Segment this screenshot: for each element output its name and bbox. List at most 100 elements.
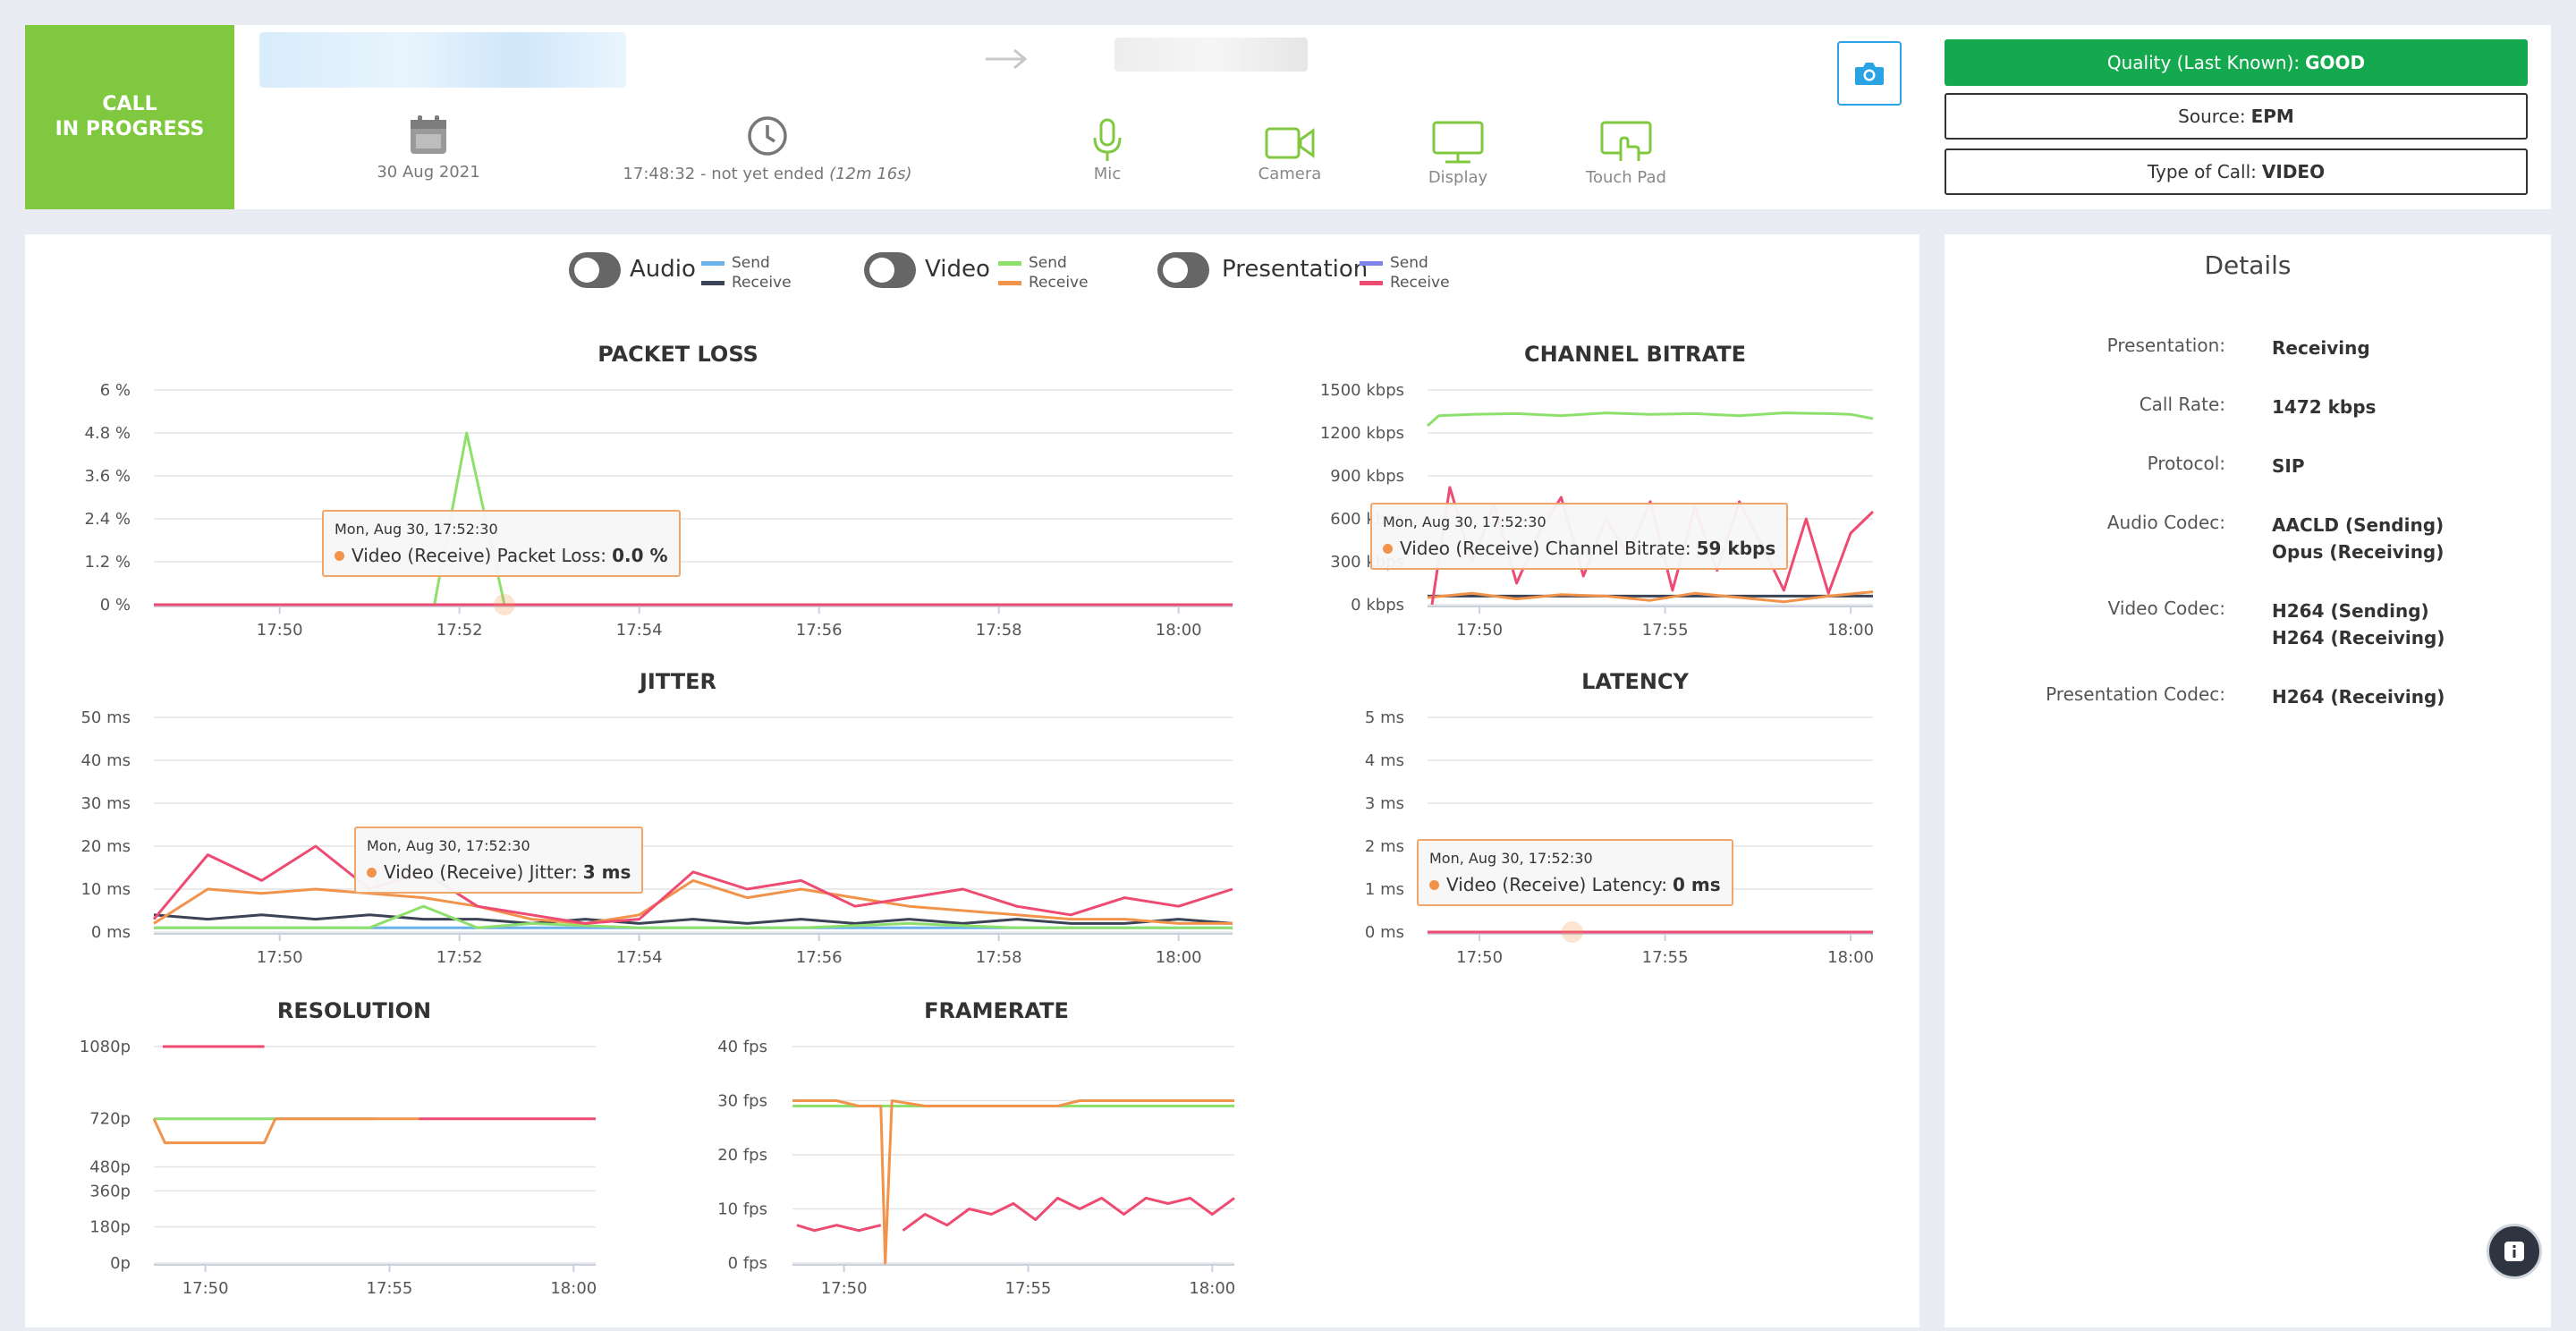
latency-x-tick-label: 17:55 [1642,948,1689,967]
bitrate-x-tick-label: 17:50 [1456,621,1503,640]
tooltip-bitrate: Mon, Aug 30, 17:52:30 Video (Receive) Ch… [1370,503,1789,570]
device-touchpad-label: Touch Pad [1586,168,1666,187]
framerate-y-tick-label: 40 fps [717,1038,767,1056]
jitter-y-tick-label: 20 ms [80,837,131,856]
packet_loss-y-tick-label: 3.6 % [85,467,131,486]
jitter-x-tick-label: 17:52 [436,948,483,967]
tooltip-value: 59 kbps [1696,538,1776,559]
touchpad-icon [1600,121,1652,161]
status-line-2: IN PROGRESS [55,118,205,140]
details-label: Call Rate: [2139,394,2225,415]
jitter-y-tick-label: 10 ms [80,880,131,899]
info-button[interactable] [2487,1224,2542,1279]
legend-receive-label: Receive [1390,274,1450,292]
resolution-y-tick-label: 720p [89,1110,131,1129]
toggle-video[interactable] [864,252,916,288]
status-line-1: CALL [102,93,157,115]
packet_loss-x-tick-label: 17:58 [976,621,1022,640]
tooltip-jitter: Mon, Aug 30, 17:52:30 Video (Receive) Ji… [354,827,644,894]
legend-audio-label: Audio [630,256,696,283]
tooltip-packet-loss: Mon, Aug 30, 17:52:30 Video (Receive) Pa… [322,510,681,577]
details-title: Details [2204,250,2292,280]
chart-title-resolution: RESOLUTION [276,998,432,1023]
call-type-box: Type of Call: VIDEO [1945,148,2528,195]
packet_loss-y-tick-label: 4.8 % [85,424,131,443]
swatch [1360,280,1383,285]
jitter-y-tick-label: 40 ms [80,751,131,770]
framerate-x-tick-label: 17:55 [1005,1279,1052,1298]
latency-y-tick-label: 1 ms [1365,880,1404,899]
latency-y-tick-label: 2 ms [1365,837,1404,856]
legend-presentation-label: Presentation [1222,256,1368,283]
details-value: Opus (Receiving) [2272,541,2445,563]
toggle-audio[interactable] [569,252,621,288]
packet_loss-hover-marker [493,594,515,615]
bitrate-y-tick-label: 900 kbps [1330,467,1404,486]
call-time-label: 17:48:32 - not yet ended [623,165,825,183]
jitter-y-tick-label: 50 ms [80,708,131,727]
tooltip-time: Mon, Aug 30, 17:52:30 [335,521,498,538]
call-date-label: 30 Aug 2021 [377,163,480,182]
legend-send-label: Send [1390,254,1428,272]
quality-value: GOOD [2305,52,2366,73]
legend-send-label: Send [732,254,770,272]
jitter-x-tick-label: 17:54 [616,948,663,967]
framerate-series-line [796,1224,882,1233]
quality-label: Quality (Last Known): [2106,52,2301,73]
jitter-x-tick-label: 18:00 [1156,948,1202,967]
jitter-y-tick-label: 30 ms [80,794,131,813]
toggle-presentation[interactable] [1157,252,1209,288]
call-status-badge: CALL IN PROGRESS [25,25,234,209]
jitter-x-tick-label: 17:56 [796,948,843,967]
camera-snapshot-icon [1855,63,1884,85]
chart-title-bitrate: CHANNEL BITRATE [1523,342,1747,367]
snapshot-button[interactable] [1837,41,1902,106]
swatch [998,260,1021,266]
camera-icon [1265,127,1315,159]
details-value: SIP [2272,455,2305,477]
jitter-y-tick-label: 0 ms [91,923,131,942]
device-touchpad: Touch Pad [1546,120,1707,187]
latency-x-tick-label: 18:00 [1827,948,1874,967]
device-display-label: Display [1428,168,1488,187]
swatch [701,280,724,285]
bitrate-series-line [1427,590,1874,604]
info-icon [2504,1242,2524,1261]
details-label: Presentation: [2106,335,2225,356]
series-dot [1383,543,1393,554]
legend-audio-receive: Receive [701,274,792,292]
packet_loss-y-tick-label: 0 % [100,596,131,615]
framerate-y-tick-label: 0 fps [728,1254,767,1273]
swatch [998,280,1021,285]
call-date: 30 Aug 2021 [335,114,522,182]
legend-presentation-receive: Receive [1360,274,1450,292]
call-time: 17:48:32 - not yet ended (12m 16s) [597,114,937,183]
tooltip-label: Video (Receive) Packet Loss: [352,545,607,566]
jitter-x-tick-label: 17:50 [257,948,303,967]
charts-panel: Audio Send Receive Video Send Receive Pr… [25,234,1919,1327]
resolution-y-tick-label: 360p [89,1182,131,1200]
packet_loss-x-tick-label: 18:00 [1156,621,1202,640]
jitter-series-line [153,913,1233,925]
details-value: H264 (Sending) [2272,600,2429,622]
resolution-x-tick-label: 17:50 [182,1279,229,1298]
charts-canvas: 6 % 4.8 % 3.6 % 2.4 % 1.2 % 0 % 17:50 17:52 17:5… [80,381,1875,1298]
packet_loss-x-tick-label: 17:50 [257,621,303,640]
resolution-y-tick-label: 480p [89,1157,131,1176]
tooltip-label: Video (Receive) Latency: [1446,874,1667,895]
details-label: Video Codec: [2107,598,2225,619]
arrow-right-icon [982,47,1030,72]
framerate-x-tick-label: 18:00 [1189,1279,1235,1298]
caller-name-redacted [259,32,626,88]
jitter-series-line [154,904,1233,929]
packet_loss-y-tick-label: 1.2 % [85,553,131,572]
latency-y-tick-label: 3 ms [1365,794,1404,813]
callee-name-redacted [1114,38,1308,72]
call-duration: (12m 16s) [829,165,912,183]
latency-hover-marker [1561,921,1583,943]
tooltip-time: Mon, Aug 30, 17:52:30 [367,837,530,854]
packet_loss-x-tick-label: 17:52 [436,621,483,640]
chart-title-jitter: JITTER [639,669,717,694]
tooltip-value: 3 ms [582,861,631,883]
tooltip-value: 0 ms [1673,874,1721,895]
